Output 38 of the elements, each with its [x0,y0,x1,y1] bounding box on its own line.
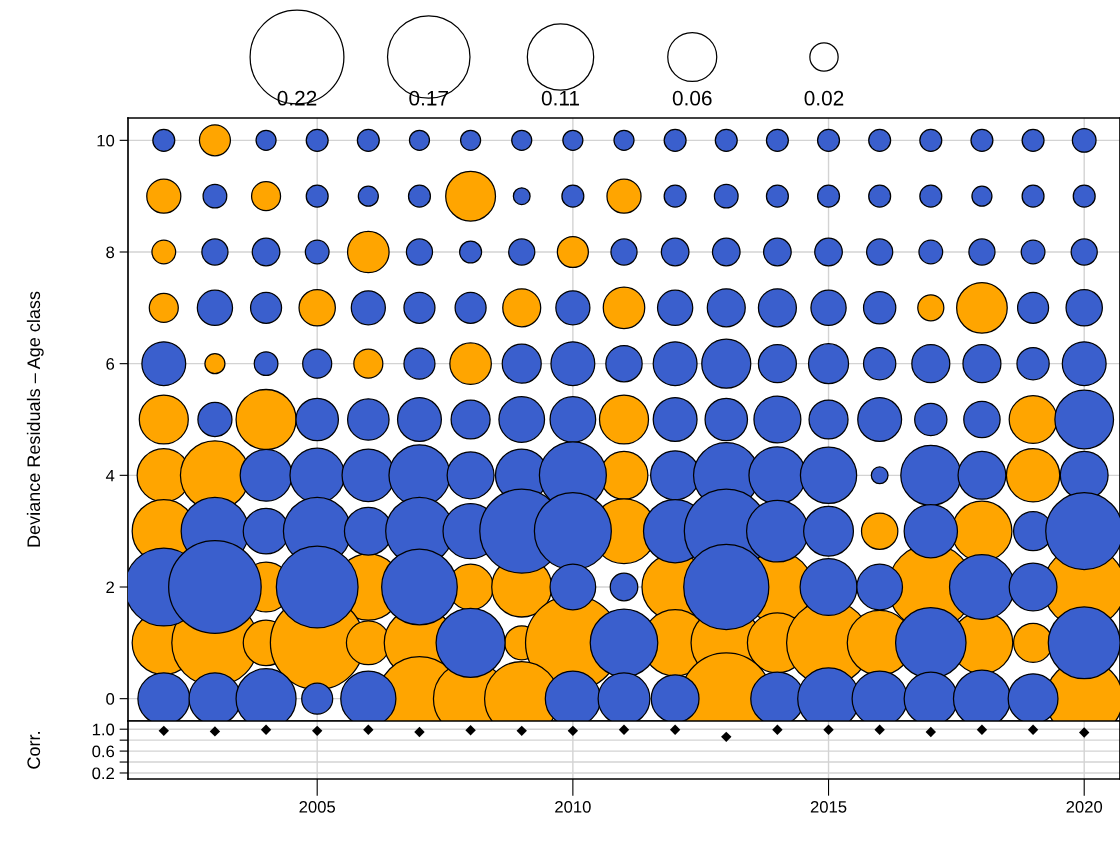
legend-label: 0.11 [541,90,579,106]
y-tick-label: 6 [106,358,115,370]
y-tick-label: 8 [106,246,115,259]
y-tick-label: 2 [106,581,114,594]
point [1079,727,1090,738]
legend-label: 0.22 [277,90,317,106]
x-tick-label: 2020 [1066,800,1103,813]
point [721,731,732,743]
x-tick-label: 2005 [299,800,336,813]
point [260,724,272,735]
point [209,726,221,737]
y-axis-title: Deviance Residuals – Age class [26,291,44,547]
point [925,726,936,738]
y-tick-label: 0.2 [92,767,114,780]
y-tick-label: 4 [105,469,115,482]
point [1027,724,1039,735]
legend-label: 0.06 [672,90,712,106]
point [874,724,885,735]
point [567,725,579,737]
point [976,724,988,735]
point [414,726,425,738]
x-tick-label: 2010 [555,800,591,813]
point [465,725,476,736]
point [618,724,630,735]
y-tick-label: 10 [97,134,115,147]
point [516,725,527,737]
point [158,725,169,737]
y-axis-title: Corr. [27,732,41,769]
x-tick-label: 2015 [810,800,847,813]
y-tick-label: 0 [106,693,115,705]
point [312,725,323,737]
legend-label: 0.02 [804,90,844,106]
point [363,724,374,735]
y-tick-label: 0.6 [92,745,115,758]
point [669,724,681,735]
point [823,724,834,735]
point [772,724,783,735]
y-tick-label: 1.0 [92,723,115,736]
